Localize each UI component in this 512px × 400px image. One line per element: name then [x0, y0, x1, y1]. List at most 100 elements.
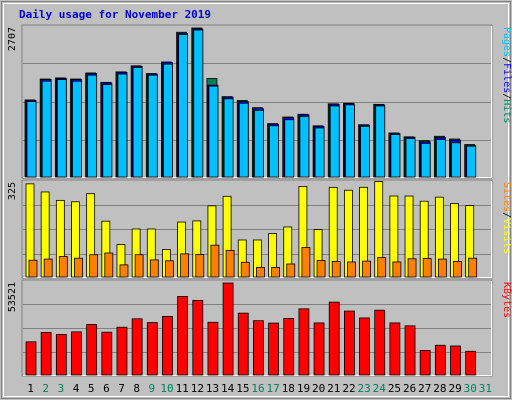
kbytes-bar-day-1 — [25, 341, 37, 376]
sites-bar-day-13 — [210, 244, 220, 278]
requests-series-label-part-5: Hits — [501, 99, 512, 123]
pages-bar-day-23 — [360, 125, 370, 178]
day-label-13: 13 — [206, 382, 219, 395]
sites-bar-day-7 — [119, 264, 129, 278]
requests-series-label: Pages/Files/Hits — [501, 27, 512, 123]
day-label-30: 30 — [464, 382, 477, 395]
visitors-series-label-part-3: Visits — [501, 218, 512, 254]
pages-bar-day-16 — [254, 109, 264, 178]
sites-bar-day-8 — [134, 254, 144, 278]
pages-bar-day-2 — [41, 80, 52, 178]
visitors-series-label-part-1: Sites — [501, 182, 512, 212]
kbytes-bar-day-8 — [131, 318, 143, 376]
kbytes-bar-day-11 — [177, 296, 189, 376]
day-label-17: 17 — [267, 382, 280, 395]
day-label-10: 10 — [160, 382, 173, 395]
visitors-ymax-label: 325 — [7, 182, 18, 200]
pages-bar-day-26 — [405, 138, 416, 178]
pages-bar-day-4 — [72, 80, 82, 178]
day-label-29: 29 — [448, 382, 461, 395]
requests-series-label-part-4: / — [501, 93, 512, 99]
sites-bar-day-6 — [104, 252, 114, 278]
pages-bar-day-20 — [314, 127, 325, 178]
kbytes-bar-day-13 — [207, 321, 219, 376]
sites-bar-day-2 — [43, 258, 53, 278]
kbytes-bar-day-3 — [55, 334, 67, 376]
pages-bar-day-22 — [344, 104, 355, 178]
sites-bar-day-15 — [240, 261, 250, 278]
pages-bar-day-19 — [299, 116, 310, 178]
day-label-26: 26 — [403, 382, 416, 395]
sites-bar-day-30 — [468, 257, 478, 278]
sites-bar-day-5 — [89, 254, 99, 278]
day-label-21: 21 — [327, 382, 340, 395]
kbytes-bar-day-20 — [313, 322, 325, 376]
sites-bar-day-14 — [225, 249, 235, 278]
kbytes-bar-day-29 — [450, 345, 461, 376]
kbytes-bar-day-10 — [162, 315, 173, 376]
kbytes-bar-day-4 — [71, 331, 82, 376]
pages-bar-day-1 — [26, 101, 37, 178]
sites-bar-day-22 — [346, 261, 356, 278]
day-label-11: 11 — [176, 382, 189, 395]
visitors-series-label: Sites/Visits — [501, 182, 512, 254]
sites-bar-day-27 — [422, 258, 432, 278]
kbytes-bar-day-25 — [389, 322, 401, 376]
sites-bar-day-18 — [286, 263, 296, 278]
day-label-31: 31 — [479, 382, 492, 395]
day-label-15: 15 — [236, 382, 249, 395]
day-labels: 1 2 3 4 5 6 7 8 9 10 11 12 13 14 15 16 17 18 19 20 21 22 23 24 2… — [27, 382, 492, 395]
day-label-1: 1 — [27, 382, 34, 395]
requests-series-label-part-2: / — [501, 57, 512, 63]
kbytes-bar-day-30 — [465, 350, 477, 376]
pages-bar-day-18 — [284, 119, 295, 178]
visitors-panel: 325 Sites/Visits — [7, 179, 512, 279]
day-label-5: 5 — [88, 382, 95, 395]
pages-bar-day-14 — [223, 98, 234, 178]
day-label-4: 4 — [73, 382, 80, 395]
pages-bar-day-21 — [329, 105, 340, 178]
kbytes-bar-day-28 — [434, 344, 446, 376]
chart-title: Daily usage for November 2019 — [19, 8, 211, 21]
kbytes-bar-day-15 — [237, 312, 249, 376]
kbytes-bar-day-5 — [86, 324, 98, 376]
kbytes-bar-day-9 — [146, 322, 158, 376]
pages-bar-day-17 — [269, 125, 279, 178]
pages-bar-day-13 — [208, 85, 219, 178]
kbytes-bar-day-21 — [328, 301, 340, 376]
sites-bar-day-3 — [58, 256, 68, 278]
pages-bar-day-15 — [238, 102, 249, 178]
day-label-12: 12 — [191, 382, 204, 395]
kbytes-bar-day-17 — [268, 322, 279, 376]
day-label-20: 20 — [312, 382, 325, 395]
pages-bar-day-11 — [178, 34, 189, 178]
kbytes-bar-day-27 — [419, 350, 431, 376]
pages-bar-day-8 — [132, 67, 143, 178]
kbytes-series-label: KBytes — [501, 282, 512, 318]
pages-bar-day-7 — [117, 73, 128, 178]
day-label-3: 3 — [58, 382, 65, 395]
day-label-28: 28 — [433, 382, 446, 395]
kbytes-bar-day-6 — [101, 331, 113, 376]
day-label-27: 27 — [418, 382, 431, 395]
day-label-22: 22 — [342, 382, 355, 395]
day-label-2: 2 — [42, 382, 49, 395]
sites-bar-day-19 — [301, 247, 311, 278]
sites-bar-day-10 — [165, 260, 174, 278]
sites-bar-day-1 — [28, 259, 38, 278]
day-label-23: 23 — [358, 382, 371, 395]
kbytes-ymax-label: 53521 — [7, 282, 18, 312]
pages-bar-day-10 — [163, 63, 173, 178]
day-label-19: 19 — [297, 382, 310, 395]
sites-bar-day-29 — [453, 260, 462, 278]
day-label-6: 6 — [103, 382, 110, 395]
pages-bar-day-5 — [87, 74, 98, 178]
visitors-series-label-part-2: / — [501, 212, 512, 218]
sites-bar-day-25 — [392, 261, 402, 278]
sites-bar-day-24 — [377, 257, 387, 278]
sites-bar-day-11 — [180, 253, 190, 278]
outer-frame-highlight — [3, 3, 509, 397]
kbytes-bar-day-7 — [116, 326, 128, 376]
